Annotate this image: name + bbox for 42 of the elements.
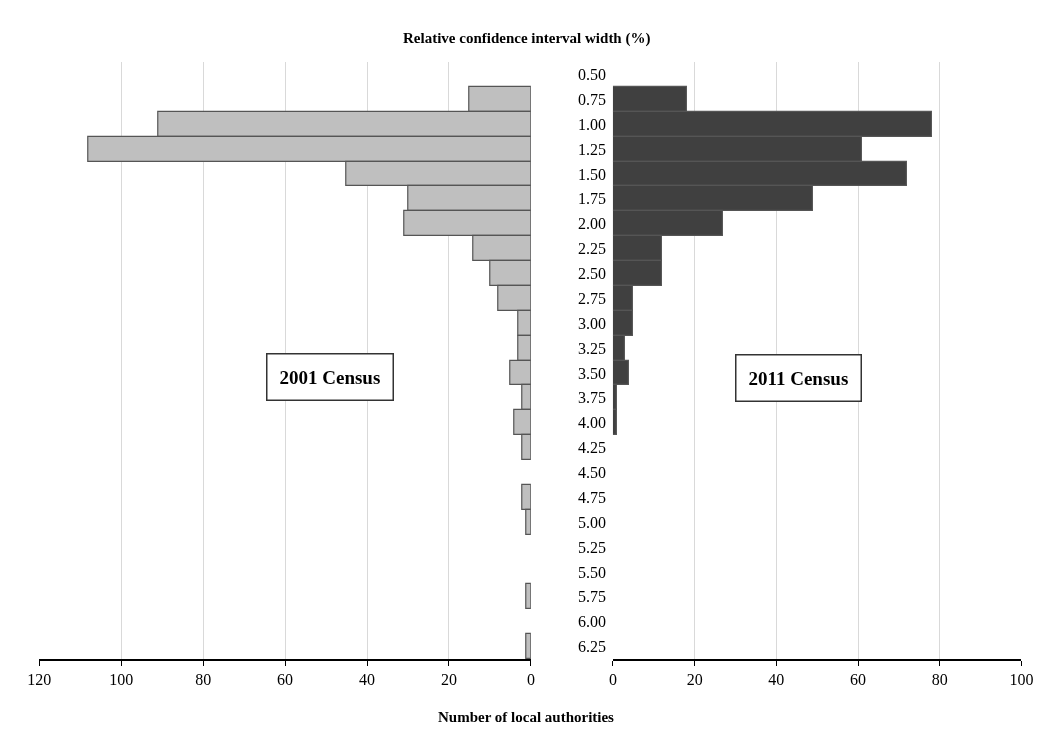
y-tick-label: 1.00: [577, 115, 606, 133]
y-tick-label: 0.75: [577, 90, 606, 108]
x-tick-label: 80: [931, 671, 948, 689]
y-tick-label: 1.75: [577, 190, 606, 208]
x-tick-label: 40: [359, 671, 376, 689]
y-tick-label: 6.00: [577, 613, 606, 631]
y-tick-label: 0.50: [577, 66, 606, 84]
x-tick-label: 20: [686, 671, 703, 689]
y-tick-label: 2.75: [577, 289, 606, 307]
y-tick-label: 1.50: [577, 165, 606, 183]
y-tick-label: 3.75: [577, 389, 606, 407]
y-tick-label: 4.50: [577, 464, 606, 482]
y-tick-label: 5.25: [577, 538, 606, 556]
y-tick-label: 5.00: [577, 513, 606, 531]
y-tick-label: 3.00: [577, 314, 606, 332]
annotation: 2001 Census: [279, 366, 381, 388]
x-tick-label: 60: [850, 671, 867, 689]
x-axis-title: Number of local authorities: [438, 709, 615, 725]
x-tick-label: 40: [768, 671, 785, 689]
y-tick-label: 2.00: [577, 215, 606, 233]
y-tick-label: 3.25: [577, 339, 606, 357]
y-tick-label: 4.25: [577, 439, 606, 457]
x-tick-label: 20: [440, 671, 457, 689]
y-tick-label: 4.00: [577, 414, 606, 432]
x-tick-label: 100: [109, 671, 134, 689]
x-tick-label: 0: [608, 671, 617, 689]
y-tick-label: 5.75: [577, 588, 606, 606]
y-tick-label: 2.25: [577, 240, 606, 258]
bar: [525, 582, 531, 609]
y-tick-label: 2.50: [577, 265, 606, 283]
chart-title: Relative confidence interval width (%): [403, 30, 651, 47]
y-tick-label: 5.50: [577, 563, 606, 581]
y-tick-label: 1.25: [577, 140, 606, 158]
x-tick-label: 60: [277, 671, 294, 689]
y-tick-label: 6.25: [577, 638, 606, 656]
x-tick-label: 120: [27, 671, 52, 689]
annotation: 2011 Census: [748, 367, 849, 389]
y-tick-label: 4.75: [577, 488, 606, 506]
x-tick-label: 0: [526, 671, 535, 689]
x-tick-label: 80: [195, 671, 212, 689]
x-tick-label: 100: [1009, 671, 1034, 689]
y-tick-label: 3.50: [577, 364, 606, 382]
